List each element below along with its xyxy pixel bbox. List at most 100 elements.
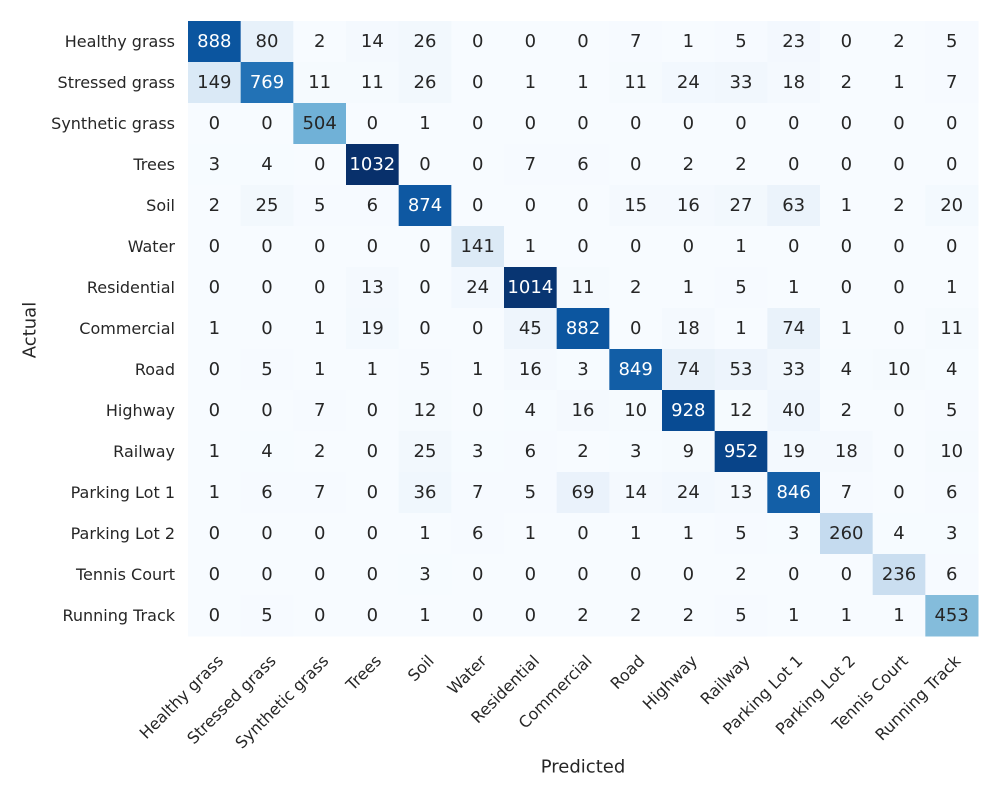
cell-value-label: 5: [314, 195, 325, 216]
heatmap-cell: [556, 595, 610, 637]
cell-value-label: 2: [314, 31, 325, 52]
cell-value-label: 33: [782, 359, 805, 380]
cell-value-label: 25: [414, 441, 437, 462]
cell-value-label: 0: [525, 195, 536, 216]
cell-value-label: 1: [788, 605, 799, 626]
heatmap-cell: [188, 144, 242, 186]
cell-value-label: 1: [419, 113, 430, 134]
heatmap-cell: [820, 349, 874, 391]
heatmap-cell: [451, 226, 505, 268]
heatmap-cell: [662, 21, 716, 63]
heatmap-cell: [293, 513, 347, 555]
cell-value-label: 1: [209, 482, 220, 503]
cell-value-label: 1: [314, 359, 325, 380]
heatmap-cell: [820, 21, 874, 63]
cell-value-label: 928: [671, 400, 705, 421]
cell-value-label: 14: [361, 31, 384, 52]
x-tick-label: Stressed grass: [183, 651, 279, 747]
cell-value-label: 0: [314, 523, 325, 544]
heatmap-cell: [556, 103, 610, 145]
cell-value-label: 0: [893, 400, 904, 421]
cell-value-label: 0: [472, 113, 483, 134]
cell-value-label: 0: [261, 523, 272, 544]
heatmap-cell: [188, 226, 242, 268]
cell-value-label: 27: [730, 195, 753, 216]
cell-value-label: 1: [735, 236, 746, 257]
cell-value-label: 0: [841, 236, 852, 257]
y-tick-label: Synthetic grass: [51, 114, 175, 133]
cell-value-label: 1: [209, 441, 220, 462]
cell-value-label: 4: [893, 523, 904, 544]
cell-value-label: 24: [677, 72, 700, 93]
heatmap-cell: [872, 185, 926, 227]
heatmap-cell: [504, 185, 558, 227]
heatmap-cell: [398, 62, 452, 104]
cell-value-label: 20: [940, 195, 963, 216]
cell-value-label: 25: [256, 195, 279, 216]
heatmap-cell: [925, 267, 979, 309]
cell-value-label: 2: [735, 564, 746, 585]
heatmap-cell: [451, 267, 505, 309]
x-tick-label: Trees: [341, 651, 385, 695]
heatmap-cell: [714, 267, 768, 309]
heatmap-cell: [398, 390, 452, 432]
heatmap-cell: [398, 595, 452, 637]
cell-value-label: 2: [683, 154, 694, 175]
cell-value-label: 6: [577, 154, 588, 175]
cell-value-label: 0: [367, 441, 378, 462]
heatmap-cell: [346, 472, 400, 514]
cell-value-label: 0: [472, 605, 483, 626]
x-tick-label: Highway: [639, 651, 701, 713]
cell-value-label: 1: [893, 72, 904, 93]
heatmap-cell: [346, 62, 400, 104]
heatmap-cell: [820, 513, 874, 555]
cell-value-label: 7: [946, 72, 957, 93]
heatmap-cell: [240, 267, 294, 309]
cell-value-label: 5: [946, 31, 957, 52]
heatmap-cell: [346, 349, 400, 391]
cell-value-label: 0: [261, 564, 272, 585]
heatmap-cell: [767, 185, 821, 227]
heatmap-cell: [820, 472, 874, 514]
cell-value-label: 13: [730, 482, 753, 503]
cell-value-label: 0: [525, 564, 536, 585]
cell-value-label: 0: [472, 72, 483, 93]
heatmap-cell: [925, 472, 979, 514]
heatmap-cell: [504, 62, 558, 104]
y-tick-label: Water: [128, 237, 176, 256]
y-tick-label: Stressed grass: [58, 73, 175, 92]
heatmap-cell: [767, 21, 821, 63]
heatmap-cell: [188, 513, 242, 555]
heatmap-cell: [451, 554, 505, 596]
cell-value-label: 453: [934, 605, 968, 626]
cell-value-label: 0: [472, 318, 483, 339]
heatmap-cell: [925, 513, 979, 555]
cell-value-label: 0: [525, 31, 536, 52]
cell-value-label: 0: [209, 113, 220, 134]
heatmap-cell: [240, 390, 294, 432]
heatmap-cell: [293, 431, 347, 473]
heatmap-cell: [925, 226, 979, 268]
cell-value-label: 10: [940, 441, 963, 462]
cell-value-label: 2: [314, 441, 325, 462]
cell-value-label: 0: [841, 564, 852, 585]
cell-value-label: 0: [893, 154, 904, 175]
heatmap-cell: [714, 554, 768, 596]
cell-value-label: 0: [261, 113, 272, 134]
cell-value-label: 18: [677, 318, 700, 339]
x-axis-title: Predicted: [540, 756, 626, 778]
heatmap-cell: [662, 472, 716, 514]
heatmap-cell: [662, 62, 716, 104]
heatmap-cell: [346, 226, 400, 268]
heatmap-cell: [714, 185, 768, 227]
heatmap-cell: [820, 144, 874, 186]
heatmap-cell: [451, 431, 505, 473]
y-tick-label: Parking Lot 1: [71, 483, 175, 502]
cell-value-label: 5: [735, 605, 746, 626]
cell-value-label: 0: [788, 154, 799, 175]
cell-value-label: 6: [472, 523, 483, 544]
cell-value-label: 1: [841, 318, 852, 339]
cell-value-label: 2: [841, 400, 852, 421]
heatmap-cell: [872, 21, 926, 63]
heatmap-cell: [451, 472, 505, 514]
